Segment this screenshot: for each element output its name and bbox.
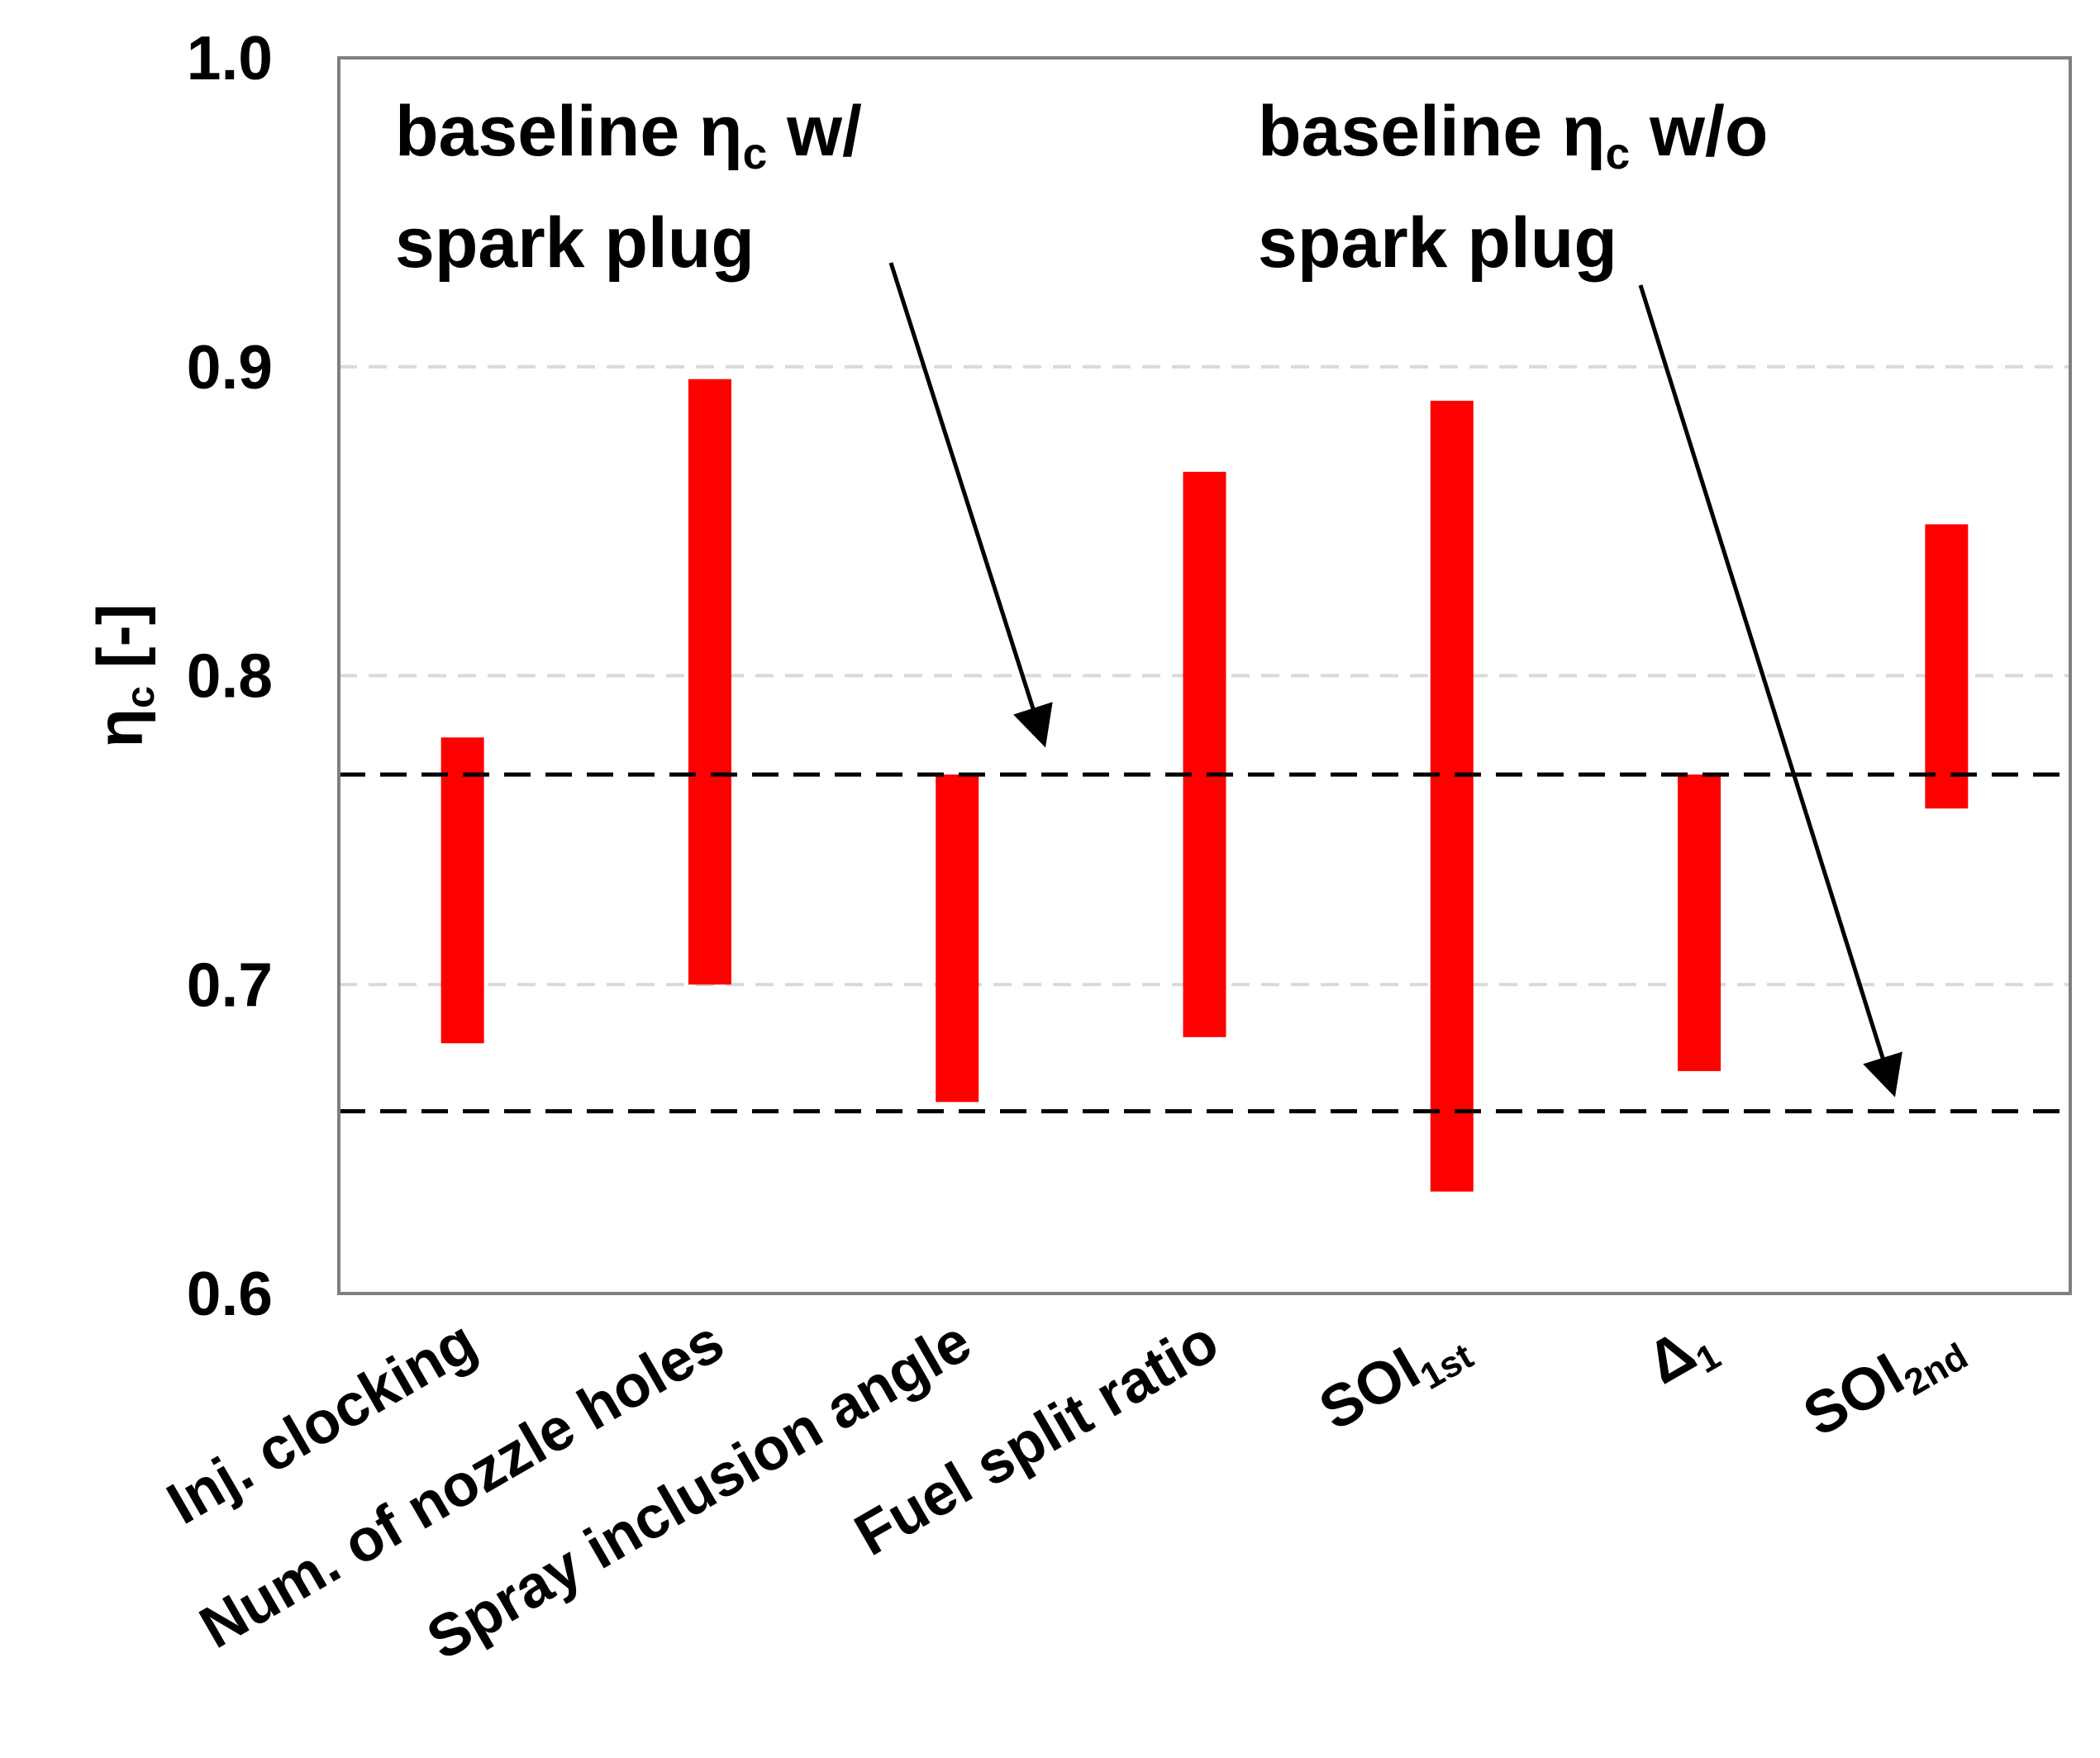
range-bar [440,737,484,1044]
range-bar [1183,471,1226,1037]
y-tick-label: 0.9 [187,332,273,402]
x-tick-text: SOI [1309,1335,1431,1443]
annotation-text: w/o [1630,92,1768,171]
annotation-text: w/ [767,92,862,171]
y-axis-ticks: 0.6 0.7 0.8 0.9 1.0 [187,23,273,1328]
y-tick-label: 0.8 [187,641,273,711]
y-tick-label: 0.6 [187,1259,273,1328]
range-bars [440,379,1969,1192]
annotation-line: baseline ηc w/o [1258,92,1768,179]
x-tick-label: Δ1 [1636,1308,1727,1403]
annotation: baseline ηc w/spark plug [395,92,862,283]
y-tick-label: 1.0 [187,23,273,93]
annotation-text: baseline η [1258,92,1606,171]
range-bar [936,774,979,1103]
annotation-subscript: c [743,130,768,179]
y-axis-title: ηc [-] [83,603,163,747]
annotation-text: baseline η [395,92,743,171]
annotation-text: spark plug [395,203,755,283]
y-axis-label: ηc [-] [83,603,163,747]
annotation-line: spark plug [1258,203,1617,283]
annotation-text: spark plug [1258,203,1617,283]
annotation-subscript: c [1606,130,1631,179]
range-bar [1678,774,1721,1071]
annotation-line: baseline ηc w/ [395,92,862,179]
y-axis-symbol: η [83,708,156,748]
annotation-arrow [1638,284,1902,1098]
range-bar [1925,524,1969,809]
y-axis-unit: [-] [83,603,156,686]
x-tick-label: SOI1st [1309,1308,1480,1449]
range-bar [1430,400,1474,1192]
annotation-line: spark plug [395,203,755,283]
y-tick-label: 0.7 [187,950,273,1019]
x-tick-label: SOI2nd [1793,1308,1974,1455]
x-tick-text: SOI [1793,1341,1914,1449]
plot-area-border [337,56,2072,1295]
annotation-arrow [888,262,1053,748]
range-bar [688,379,731,985]
y-axis-subscript: c [118,686,163,708]
